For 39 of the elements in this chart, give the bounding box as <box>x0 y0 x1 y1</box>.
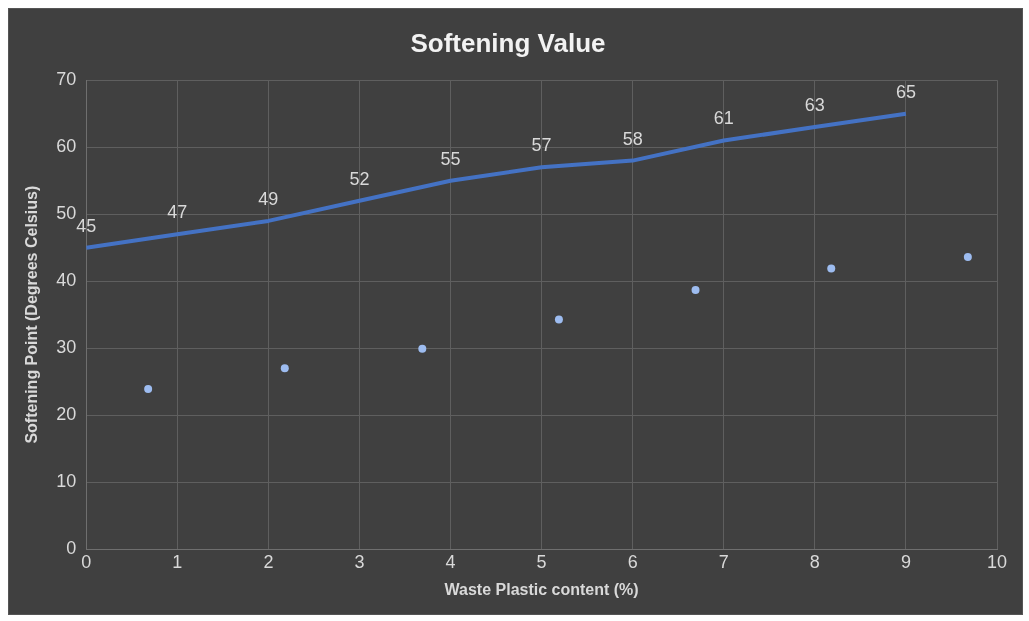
data-label: 55 <box>440 148 461 169</box>
data-label: 61 <box>713 108 734 129</box>
y-tick-label: 0 <box>66 538 77 559</box>
x-tick-label: 3 <box>354 551 365 572</box>
data-label: 57 <box>531 135 552 156</box>
x-tick-label: 5 <box>536 551 547 572</box>
y-tick-label: 20 <box>56 404 77 425</box>
y-tick-label: 10 <box>56 471 77 492</box>
x-tick-label: 6 <box>627 551 638 572</box>
data-label: 45 <box>76 215 97 236</box>
data-label: 58 <box>622 128 643 149</box>
y-tick-label: 30 <box>56 337 77 358</box>
point <box>691 285 700 294</box>
x-tick-label: 2 <box>263 551 274 572</box>
y-axis-title: Softening Point (Degrees Celsius) <box>23 185 41 444</box>
y-tick-label: 70 <box>56 69 77 90</box>
x-tick-label: 8 <box>809 551 820 572</box>
x-tick-label: 0 <box>81 551 92 572</box>
chart-title: Softening Value <box>410 27 606 58</box>
data-label: 63 <box>804 95 825 116</box>
y-tick-label: 40 <box>56 270 77 291</box>
x-tick-label: 9 <box>900 551 911 572</box>
data-label: 47 <box>167 202 188 223</box>
data-label: 49 <box>258 188 279 209</box>
point <box>963 253 972 262</box>
x-tick-label: 4 <box>445 551 456 572</box>
x-tick-label: 10 <box>986 551 1008 572</box>
x-tick-label: 1 <box>172 551 183 572</box>
data-label: 65 <box>895 81 916 102</box>
data-label: 52 <box>349 168 370 189</box>
x-tick-label: 7 <box>718 551 729 572</box>
point <box>144 385 153 394</box>
x-axis-title: Waste Plastic content (%) <box>444 580 639 598</box>
point <box>280 364 289 373</box>
point <box>554 315 563 324</box>
y-tick-label: 60 <box>56 136 77 157</box>
point <box>827 264 836 273</box>
point <box>418 344 427 353</box>
y-tick-label: 50 <box>56 203 77 224</box>
